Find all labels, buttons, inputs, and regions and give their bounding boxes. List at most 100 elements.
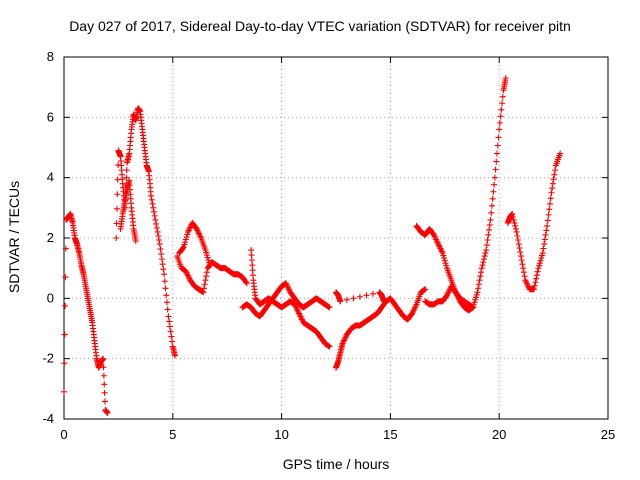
- data-point-seg4b: [249, 267, 256, 274]
- chart-title: Day 027 of 2017, Sidereal Day-to-day VTE…: [69, 18, 571, 34]
- data-point-seg6: [485, 231, 492, 238]
- data-point-seg2: [160, 266, 167, 273]
- data-point-seg7: [515, 237, 522, 244]
- x-tick-labels: 0 5 10 15 20 25: [60, 427, 615, 442]
- data-point-seg7: [531, 286, 538, 293]
- data-point-seg2: [114, 191, 121, 198]
- data-point-seg6: [497, 113, 504, 120]
- data-point-seg7: [518, 257, 525, 264]
- data-point-seg7: [549, 180, 556, 187]
- data-point-seg7: [557, 150, 564, 157]
- data-point-seg6: [483, 247, 490, 254]
- data-point-seg2: [154, 228, 161, 235]
- data-point-seg7: [552, 167, 559, 174]
- data-point-seg7: [546, 200, 553, 207]
- data-point-seg6: [496, 119, 503, 126]
- data-points: [61, 75, 564, 416]
- data-point-seg3b: [179, 245, 186, 252]
- data-point-seg7: [513, 228, 520, 235]
- y-tick-labels: -4 -2 0 2 4 6 8: [42, 49, 54, 426]
- data-point-seg7: [510, 216, 517, 223]
- data-point-seg2: [161, 278, 168, 285]
- data-point-seg3: [203, 273, 210, 280]
- data-point-seg6: [491, 174, 498, 181]
- data-point-seg1: [61, 331, 68, 338]
- data-point-seg6: [481, 253, 488, 260]
- data-point-seg6: [491, 181, 498, 188]
- data-point-seg6: [479, 262, 486, 269]
- plot-frame: [63, 56, 609, 420]
- data-point-seg2: [155, 232, 162, 239]
- data-point-seg2: [161, 271, 168, 278]
- data-point-seg7: [542, 231, 549, 238]
- data-point-seg1: [62, 245, 69, 252]
- data-point-seg7: [516, 245, 523, 252]
- data-point-seg7: [551, 171, 558, 178]
- data-point-seg7: [520, 265, 527, 272]
- data-point-seg3: [201, 281, 208, 288]
- data-point-seg4b: [248, 257, 255, 264]
- data-point-seg7: [509, 210, 516, 217]
- data-point-seg4: [326, 304, 333, 311]
- data-point-seg2: [149, 200, 156, 207]
- data-point-seg2: [163, 299, 170, 306]
- data-point-seg7: [532, 279, 539, 286]
- data-point-seg7: [519, 261, 526, 268]
- data-point-seg2: [153, 220, 160, 227]
- data-point-seg5b: [350, 295, 357, 302]
- data-point-seg7: [540, 245, 547, 252]
- data-point-seg2: [157, 246, 164, 253]
- data-point-seg3: [243, 280, 250, 287]
- x-tick-label: 25: [601, 427, 615, 442]
- data-point-seg7: [531, 282, 538, 289]
- data-point-seg7: [547, 195, 554, 202]
- data-point-seg2: [123, 167, 130, 174]
- data-point-seg7: [533, 275, 540, 282]
- data-point-seg7: [514, 232, 521, 239]
- data-point-seg2: [166, 323, 173, 330]
- data-point-seg6: [502, 75, 509, 82]
- data-point-seg1: [62, 302, 69, 309]
- data-point-seg2: [167, 328, 174, 335]
- data-point-seg6: [488, 202, 495, 209]
- data-point-seg7: [550, 176, 557, 183]
- data-point-seg6: [482, 250, 489, 257]
- data-point-seg6: [478, 265, 485, 272]
- data-point-seg1: [100, 372, 107, 379]
- data-point-seg6: [474, 289, 481, 296]
- y-tick-label: 6: [47, 109, 54, 124]
- data-point-seg3: [243, 279, 250, 286]
- data-point-seg6: [475, 285, 482, 292]
- y-tick-label: -2: [42, 351, 54, 366]
- data-point-seg1: [101, 381, 108, 388]
- data-point-seg7: [533, 272, 540, 279]
- data-point-seg1: [61, 388, 67, 395]
- data-point-seg6: [499, 100, 506, 107]
- data-point-seg7: [515, 241, 522, 248]
- data-point-seg5b: [343, 296, 350, 303]
- x-tick-label: 20: [492, 427, 506, 442]
- data-point-seg6: [498, 106, 505, 113]
- data-point-seg6: [477, 273, 484, 280]
- data-point-seg7: [517, 249, 524, 256]
- data-point-seg6: [484, 237, 491, 244]
- data-point-seg5: [422, 286, 429, 293]
- data-point-seg4b: [249, 262, 256, 269]
- data-point-seg1: [101, 398, 108, 405]
- y-axis-label: SDTVAR / TECUs: [6, 180, 22, 294]
- data-point-seg6: [490, 188, 497, 195]
- data-point-seg1: [104, 409, 111, 416]
- data-point-seg7: [509, 213, 516, 220]
- data-point-seg5b: [337, 298, 344, 305]
- y-tick-label: 4: [47, 170, 54, 185]
- data-point-seg6: [476, 277, 483, 284]
- data-point-seg2: [171, 352, 178, 359]
- data-point-seg2: [148, 192, 155, 199]
- data-point-seg6: [493, 158, 500, 165]
- data-point-seg6: [487, 216, 494, 223]
- data-point-seg2: [158, 256, 165, 263]
- data-point-seg7: [545, 211, 552, 218]
- data-point-seg2: [148, 196, 155, 203]
- data-point-seg6: [488, 209, 495, 216]
- data-point-seg2: [169, 338, 176, 345]
